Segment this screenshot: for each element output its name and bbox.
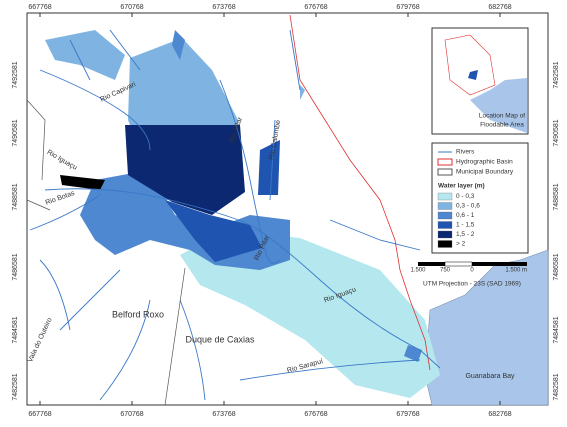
x-coord-label: 670768 bbox=[120, 4, 143, 11]
y-coord-label: 7482581 bbox=[553, 373, 560, 400]
scale-label: 750 bbox=[440, 268, 451, 274]
legend-label: 0,6 - 1 bbox=[456, 212, 475, 219]
x-coord-label: 670768 bbox=[120, 411, 143, 418]
legend-label: Hydrographic Basin bbox=[456, 159, 513, 166]
legend-swatch bbox=[437, 221, 453, 229]
legend-label: 1 - 1,5 bbox=[456, 222, 475, 229]
legend-label: > 2 bbox=[456, 241, 466, 248]
legend-title: Water layer (m) bbox=[438, 183, 485, 190]
y-coord-label: 7488581 bbox=[553, 183, 560, 210]
scale-label: 1.500 m bbox=[505, 268, 527, 274]
municipal-boundary bbox=[26, 99, 186, 406]
y-coord-label: 7484581 bbox=[553, 316, 560, 343]
y-coord-label: 7492581 bbox=[553, 61, 560, 88]
x-coord-label: 676768 bbox=[304, 411, 327, 418]
legend-swatch bbox=[437, 240, 453, 248]
inset-title: Location Map of bbox=[479, 113, 525, 120]
y-coord-label: 7486581 bbox=[553, 253, 560, 280]
flood-areas bbox=[45, 30, 440, 398]
x-coord-label: 673768 bbox=[212, 4, 235, 11]
legend-basin-symbol bbox=[437, 158, 453, 166]
x-coord-label: 679768 bbox=[396, 411, 419, 418]
y-coord-label: 7482581 bbox=[12, 373, 19, 400]
y-coord-label: 7492581 bbox=[12, 61, 19, 88]
scale-label: 0 bbox=[470, 268, 474, 274]
legend-label: Municipal Boundary bbox=[456, 169, 514, 176]
place-label: Duque de Caxias bbox=[185, 334, 255, 344]
y-coord-label: 7490581 bbox=[553, 119, 560, 146]
x-coord-label: 682768 bbox=[488, 4, 511, 11]
y-coord-label: 7490581 bbox=[12, 119, 19, 146]
basin-boundary bbox=[289, 14, 431, 371]
legend-swatch bbox=[437, 230, 453, 239]
rivers bbox=[29, 29, 441, 401]
legend-swatch bbox=[437, 211, 453, 220]
legend-municipal-symbol bbox=[437, 168, 453, 176]
projection-label: UTM Projection - 23S (SAD 1969) bbox=[423, 281, 521, 288]
legend-swatch bbox=[437, 192, 453, 201]
legend-swatch bbox=[437, 202, 453, 210]
inset bbox=[431, 27, 529, 135]
place-label: Belford Roxo bbox=[112, 309, 164, 319]
legend-label: 0,3 - 0,6 bbox=[456, 203, 480, 210]
inset-title: Floodable Area bbox=[480, 122, 524, 129]
x-coord-label: 667768 bbox=[28, 4, 51, 11]
bay bbox=[424, 249, 549, 406]
scale-label: 1.500 bbox=[410, 268, 426, 274]
y-coord-label: 7486581 bbox=[12, 253, 19, 280]
legend-label: 0 - 0,3 bbox=[456, 193, 475, 200]
x-coord-label: 679768 bbox=[396, 4, 419, 11]
x-coord-label: 682768 bbox=[488, 411, 511, 418]
y-coord-label: 7488581 bbox=[12, 183, 19, 210]
legend-label: 1,5 - 2 bbox=[456, 231, 475, 238]
place-label: Guanabara Bay bbox=[465, 373, 515, 380]
scale-bar bbox=[418, 261, 527, 267]
y-coord-label: 7484581 bbox=[12, 316, 19, 343]
legend-label: Rivers bbox=[456, 149, 475, 156]
x-coord-label: 667768 bbox=[28, 411, 51, 418]
x-coord-label: 676768 bbox=[304, 4, 327, 11]
x-coord-label: 673768 bbox=[212, 411, 235, 418]
